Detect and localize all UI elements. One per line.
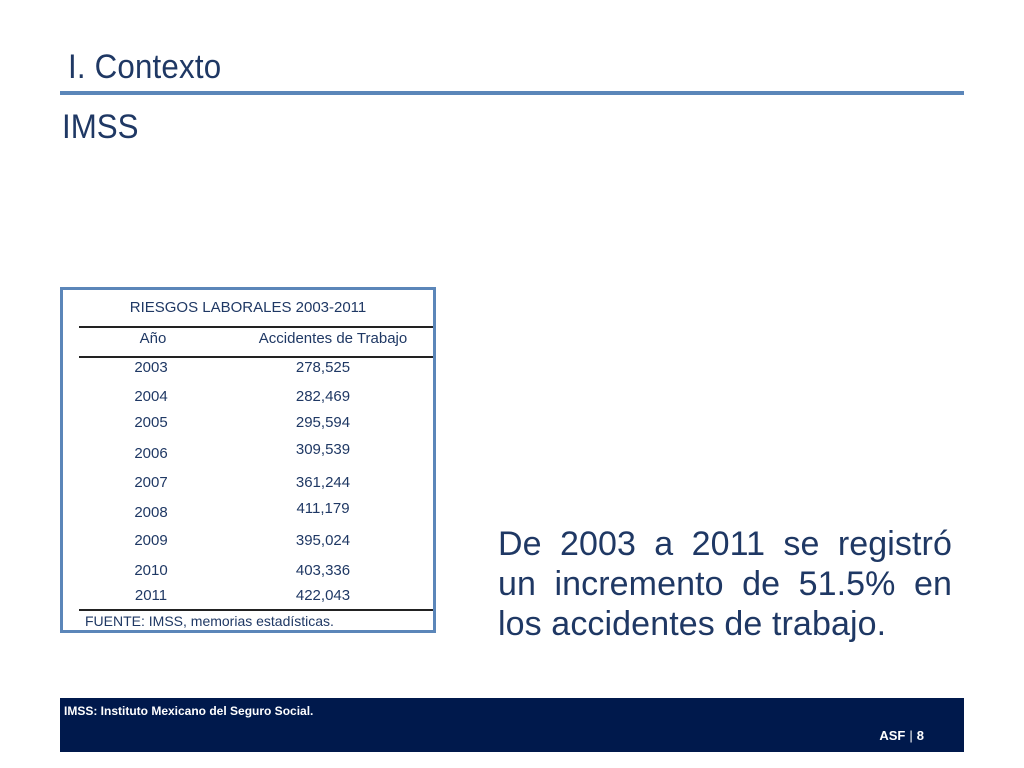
table-row: 2004 282,469 <box>63 388 433 410</box>
accidents-table-box: RIESGOS LABORALES 2003-2011 Año Accident… <box>60 287 436 633</box>
table-row: 2005 295,594 <box>63 414 433 436</box>
row-value: 309,539 <box>295 441 351 458</box>
key-finding-text: De 2003 a 2011 se registró un incremento… <box>498 525 952 643</box>
row-year: 2007 <box>134 474 168 491</box>
footer-page-number: ASF | 8 <box>879 728 924 743</box>
row-year: 2006 <box>134 445 168 462</box>
page-number: 8 <box>916 728 924 743</box>
row-year: 2003 <box>134 359 168 376</box>
row-year: 2010 <box>134 562 168 579</box>
table-bottom-rule <box>79 609 433 611</box>
row-value: 422,043 <box>295 587 351 604</box>
table-row: 2003 278,525 <box>63 359 433 381</box>
table-row: 2010 403,336 <box>63 562 433 584</box>
row-year: 2009 <box>134 532 168 549</box>
table-row: 2006 309,539 <box>63 441 433 467</box>
row-value: 278,525 <box>295 359 351 376</box>
table-top-rule <box>79 326 433 328</box>
footer-separator: | <box>909 728 913 743</box>
row-value: 295,594 <box>295 414 351 431</box>
table-row: 2009 395,024 <box>63 532 433 554</box>
row-year: 2005 <box>134 414 168 431</box>
footer-bar: IMSS: Instituto Mexicano del Seguro Soci… <box>60 698 964 752</box>
row-year: 2008 <box>134 504 168 521</box>
table-header-rule <box>79 356 433 358</box>
row-value: 395,024 <box>295 532 351 549</box>
row-year: 2004 <box>134 388 168 405</box>
slide-subtitle: IMSS <box>62 108 139 146</box>
table-source-note: FUENTE: IMSS, memorias estadísticas. <box>85 613 334 629</box>
row-value: 282,469 <box>295 388 351 405</box>
table-title: RIESGOS LABORALES 2003-2011 <box>129 299 367 316</box>
footer-org-label: ASF <box>879 728 906 743</box>
footer-abbreviation-note: IMSS: Instituto Mexicano del Seguro Soci… <box>64 704 314 718</box>
column-header-year: Año <box>139 330 167 347</box>
row-year: 2011 <box>134 587 168 604</box>
row-value: 403,336 <box>295 562 351 579</box>
table-row: 2011 422,043 <box>63 587 433 609</box>
table-row: 2008 411,179 <box>63 500 433 526</box>
section-title: I. Contexto <box>68 48 222 86</box>
table-row: 2007 361,244 <box>63 474 433 496</box>
title-divider <box>60 91 964 95</box>
column-header-accidents: Accidentes de Trabajo <box>258 330 408 347</box>
row-value: 411,179 <box>296 500 350 517</box>
row-value: 361,244 <box>295 474 351 491</box>
